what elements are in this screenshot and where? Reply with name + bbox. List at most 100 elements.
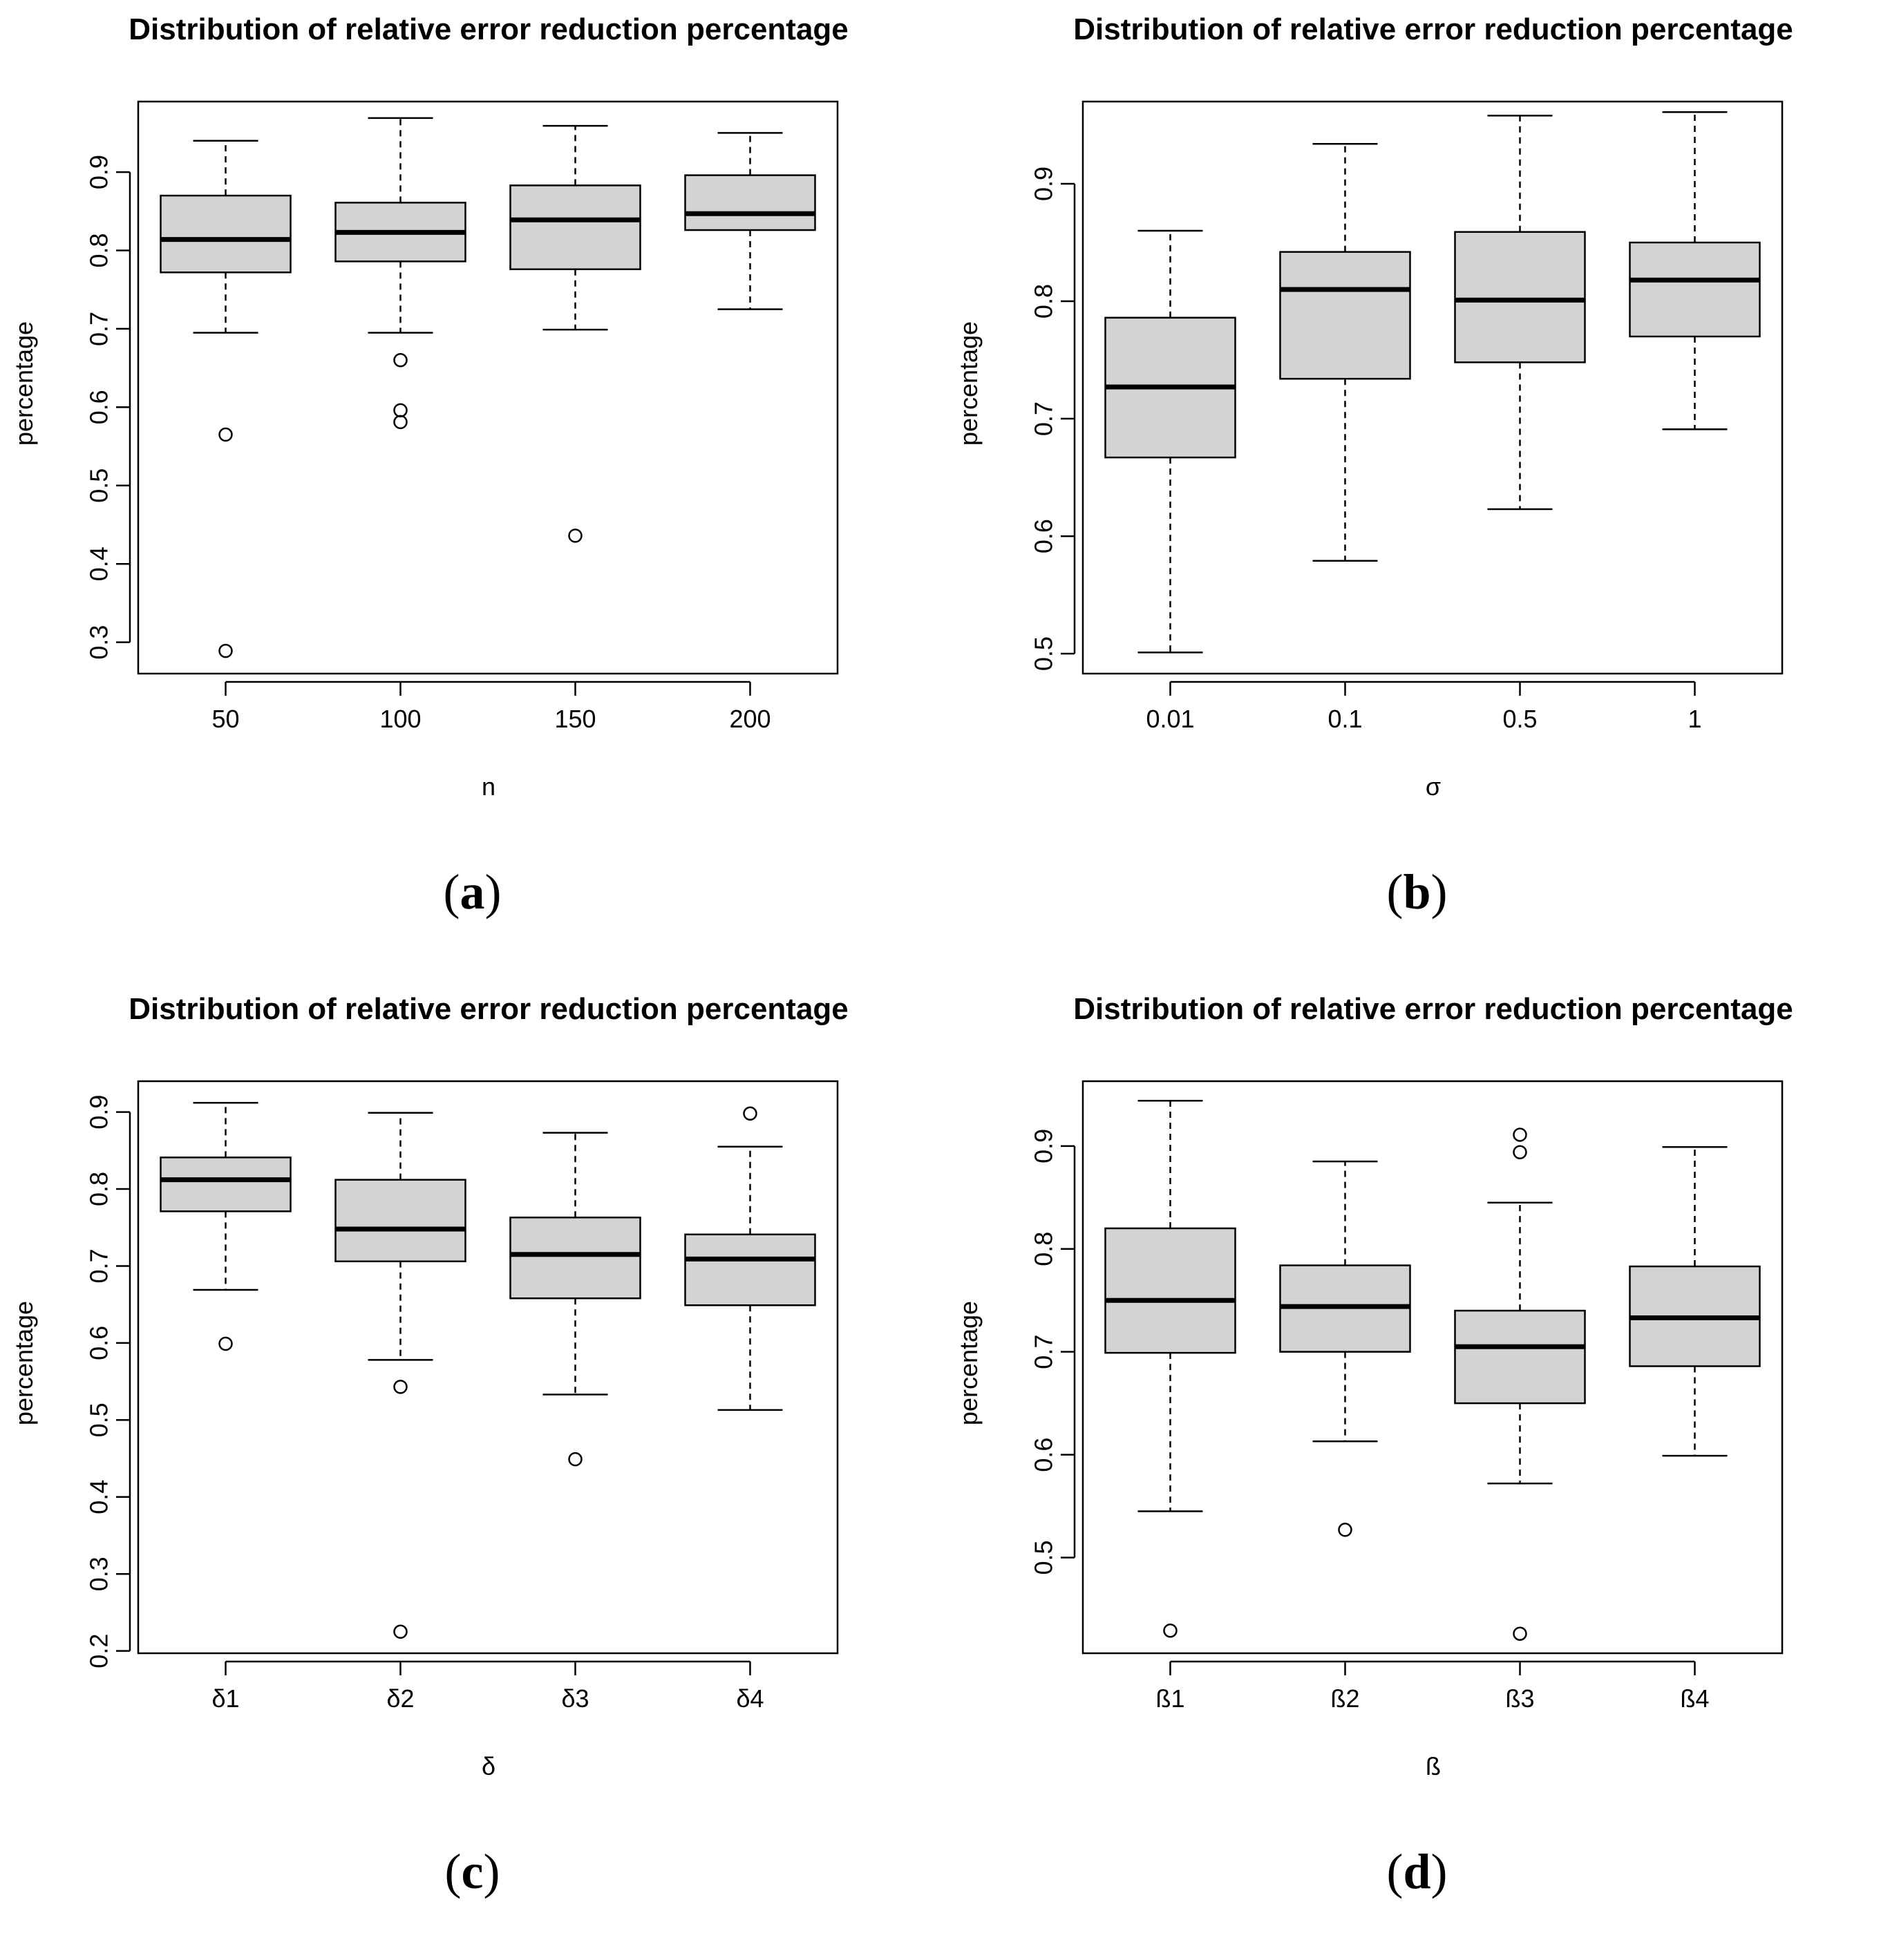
iqr-box bbox=[1279, 251, 1411, 380]
panel-caption: (c) bbox=[444, 1844, 500, 1899]
y-tick-label: 0.5 bbox=[1030, 1540, 1058, 1574]
y-tick-label: 0.8 bbox=[1030, 1232, 1058, 1266]
y-tick-label: 0.9 bbox=[85, 155, 113, 189]
panel-d: Distribution of relative error reduction… bbox=[945, 980, 1889, 1959]
y-axis-label-text: percentage bbox=[10, 321, 38, 446]
boxplot-chart-a: 0.3 0.4 0.5 0.6 0.7 0.8 0.9 50 100 150 200 bbox=[85, 100, 839, 733]
outlier-point bbox=[218, 643, 233, 658]
x-tick-label: δ2 bbox=[386, 1684, 414, 1713]
boxplot-chart-c: 0.2 0.3 0.4 0.5 0.6 0.7 0.8 0.9 δ1 δ2 δ3 δ4 bbox=[85, 1080, 839, 1713]
outlier-point bbox=[1513, 1626, 1527, 1641]
plot-frame bbox=[1081, 1080, 1784, 1655]
boxplot-chart-b: 0.5 0.6 0.7 0.8 0.9 0.01 0.1 0.5 1 bbox=[1030, 100, 1784, 733]
x-tick-label: 150 bbox=[554, 705, 596, 733]
iqr-box bbox=[1454, 1309, 1586, 1405]
x-tick-label: 0.5 bbox=[1502, 705, 1537, 733]
iqr-box bbox=[684, 174, 816, 231]
outlier-point bbox=[743, 1106, 757, 1121]
panel-a: Distribution of relative error reduction… bbox=[0, 0, 945, 980]
plot-frame bbox=[137, 100, 839, 675]
iqr-box bbox=[160, 1157, 292, 1212]
y-tick-label: 0.9 bbox=[85, 1095, 113, 1130]
iqr-box bbox=[509, 1216, 641, 1300]
x-axis-label: n bbox=[481, 772, 496, 801]
x-axis-label: δ bbox=[481, 1752, 496, 1780]
x-tick-label: δ3 bbox=[561, 1684, 589, 1713]
y-axis-label-text: percentage bbox=[10, 1300, 38, 1426]
plot-frame bbox=[1081, 100, 1784, 675]
chart-title: Distribution of relative error reduction… bbox=[129, 12, 849, 46]
outlier-point bbox=[1513, 1145, 1527, 1160]
outlier-point bbox=[1163, 1623, 1178, 1638]
y-tick-label: 0.4 bbox=[85, 546, 113, 581]
y-tick-label: 0.7 bbox=[1030, 401, 1058, 436]
x-tick-label: ß1 bbox=[1155, 1684, 1184, 1713]
y-tick-label: 0.6 bbox=[85, 390, 113, 424]
iqr-box bbox=[509, 184, 641, 270]
caption-letter: c bbox=[461, 1844, 484, 1899]
outlier-point bbox=[393, 415, 408, 430]
y-tick-label: 0.5 bbox=[1030, 636, 1058, 671]
x-tick-label: δ4 bbox=[736, 1684, 764, 1713]
caption-letter: b bbox=[1403, 864, 1431, 920]
y-tick-label: 0.5 bbox=[85, 1402, 113, 1437]
x-tick-label: ß3 bbox=[1505, 1684, 1534, 1713]
y-tick-label: 0.9 bbox=[1030, 166, 1058, 201]
x-tick-label: 1 bbox=[1688, 705, 1701, 733]
outlier-point bbox=[393, 403, 408, 418]
chart-title: Distribution of relative error reduction… bbox=[1073, 12, 1793, 46]
x-tick-label: ß2 bbox=[1330, 1684, 1359, 1713]
y-tick-label: 0.9 bbox=[1030, 1129, 1058, 1163]
y-tick-label: 0.7 bbox=[1030, 1335, 1058, 1369]
y-tick-label: 0.3 bbox=[85, 1557, 113, 1591]
plot-frame bbox=[137, 1080, 839, 1655]
chart-title: Distribution of relative error reduction… bbox=[1073, 992, 1793, 1026]
x-tick-label: ß4 bbox=[1680, 1684, 1709, 1713]
panel-caption: (d) bbox=[1386, 1844, 1448, 1899]
chart-title: Distribution of relative error reduction… bbox=[129, 992, 849, 1026]
caption-letter: d bbox=[1403, 1844, 1431, 1899]
boxplot-chart-d: 0.5 0.6 0.7 0.8 0.9 ß1 ß2 ß3 ß4 bbox=[1030, 1080, 1784, 1713]
outlier-point bbox=[568, 529, 583, 543]
iqr-box bbox=[1104, 1227, 1236, 1354]
outlier-point bbox=[1338, 1523, 1352, 1537]
y-tick-label: 0.6 bbox=[85, 1326, 113, 1360]
x-axis-label: σ bbox=[1425, 772, 1442, 801]
outlier-point bbox=[218, 427, 233, 442]
outlier-point bbox=[218, 1336, 233, 1351]
y-tick-label: 0.8 bbox=[1030, 284, 1058, 318]
x-tick-label: 200 bbox=[729, 705, 771, 733]
y-axis-label-text: percentage bbox=[954, 1300, 983, 1426]
panel-c: Distribution of relative error reduction… bbox=[0, 980, 945, 1959]
y-tick-label: 0.8 bbox=[85, 233, 113, 267]
iqr-box bbox=[684, 1233, 816, 1306]
panel-caption: (a) bbox=[443, 864, 502, 920]
x-tick-label: 0.1 bbox=[1327, 705, 1362, 733]
outlier-point bbox=[568, 1452, 583, 1467]
x-tick-label: δ1 bbox=[211, 1684, 239, 1713]
y-tick-label: 0.5 bbox=[85, 468, 113, 503]
iqr-box bbox=[1629, 241, 1761, 338]
iqr-box bbox=[1454, 231, 1586, 363]
x-tick-label: 100 bbox=[379, 705, 421, 733]
outlier-point bbox=[393, 1380, 408, 1394]
y-tick-label: 0.6 bbox=[1030, 1438, 1058, 1472]
x-tick-label: 0.01 bbox=[1146, 705, 1194, 733]
y-tick-label: 0.3 bbox=[85, 625, 113, 660]
caption-letter: a bbox=[460, 864, 485, 920]
iqr-box bbox=[160, 194, 292, 274]
x-axis-label: ß bbox=[1426, 1752, 1441, 1780]
y-tick-label: 0.2 bbox=[85, 1634, 113, 1668]
iqr-box bbox=[334, 1179, 466, 1263]
x-tick-label: 50 bbox=[211, 705, 239, 733]
y-axis-label-text: percentage bbox=[954, 321, 983, 446]
y-tick-label: 0.6 bbox=[1030, 519, 1058, 553]
panel-caption: (b) bbox=[1386, 864, 1448, 920]
y-tick-label: 0.4 bbox=[85, 1480, 113, 1514]
y-tick-label: 0.8 bbox=[85, 1172, 113, 1206]
y-tick-label: 0.7 bbox=[85, 1248, 113, 1283]
panel-b: Distribution of relative error reduction… bbox=[945, 0, 1889, 980]
y-tick-label: 0.7 bbox=[85, 312, 113, 346]
outlier-point bbox=[1513, 1128, 1527, 1142]
